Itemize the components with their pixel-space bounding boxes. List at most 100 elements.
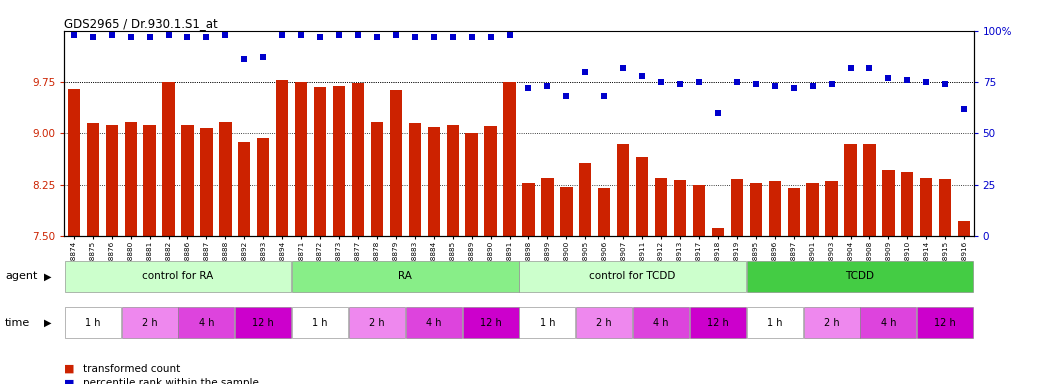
Bar <box>485 126 497 236</box>
Point <box>104 32 120 38</box>
Text: 2 h: 2 h <box>142 318 158 328</box>
Bar <box>292 307 348 338</box>
Text: GDS2965 / Dr.930.1.S1_at: GDS2965 / Dr.930.1.S1_at <box>64 17 218 30</box>
Bar <box>768 181 781 236</box>
Bar <box>200 128 213 236</box>
Point <box>729 79 745 85</box>
Bar <box>633 307 689 338</box>
Point <box>407 34 424 40</box>
Point <box>122 34 139 40</box>
Point <box>747 81 764 87</box>
Bar <box>598 188 610 236</box>
Point <box>880 75 897 81</box>
Bar <box>882 170 895 236</box>
Text: ▶: ▶ <box>44 271 51 281</box>
Point <box>483 34 499 40</box>
Text: time: time <box>5 318 30 328</box>
Bar <box>861 307 917 338</box>
Point <box>255 55 272 61</box>
Bar <box>463 307 519 338</box>
Text: RA: RA <box>399 271 412 281</box>
Bar <box>746 261 974 292</box>
Text: 12 h: 12 h <box>707 318 729 328</box>
Text: ■: ■ <box>64 378 75 384</box>
Text: 1 h: 1 h <box>540 318 555 328</box>
Point <box>444 34 461 40</box>
Bar <box>236 307 292 338</box>
Bar <box>106 125 118 236</box>
Bar <box>219 122 231 236</box>
Point <box>614 65 631 71</box>
Point <box>293 32 309 38</box>
Point <box>141 34 158 40</box>
Bar <box>446 124 459 236</box>
Point <box>520 85 537 91</box>
Bar <box>276 80 289 236</box>
Text: 1 h: 1 h <box>312 318 328 328</box>
Bar <box>674 180 686 236</box>
Point <box>463 34 480 40</box>
Bar <box>561 187 573 236</box>
Bar <box>86 123 99 236</box>
Bar <box>690 307 746 338</box>
Point <box>274 32 291 38</box>
Text: control for RA: control for RA <box>142 271 214 281</box>
Point <box>331 32 348 38</box>
Point <box>217 32 234 38</box>
Text: 2 h: 2 h <box>597 318 612 328</box>
Text: ▶: ▶ <box>44 318 51 328</box>
Text: agent: agent <box>5 271 37 281</box>
Point <box>501 32 518 38</box>
Point <box>862 65 878 71</box>
Bar <box>788 187 800 236</box>
Bar <box>389 90 402 236</box>
Text: 2 h: 2 h <box>370 318 385 328</box>
Bar <box>519 307 575 338</box>
Point <box>766 83 783 89</box>
Text: 4 h: 4 h <box>653 318 668 328</box>
Text: control for TCDD: control for TCDD <box>590 271 676 281</box>
Point <box>180 34 196 40</box>
Bar <box>162 82 174 236</box>
Bar <box>352 83 364 236</box>
Text: 4 h: 4 h <box>426 318 441 328</box>
Bar <box>64 307 120 338</box>
Text: transformed count: transformed count <box>83 364 181 374</box>
Point <box>577 69 594 75</box>
Point <box>596 93 612 99</box>
Point <box>634 73 651 79</box>
Point <box>918 79 934 85</box>
Text: 12 h: 12 h <box>480 318 501 328</box>
Bar <box>541 178 553 236</box>
Point <box>899 77 916 83</box>
Bar <box>958 221 971 236</box>
Bar <box>749 183 762 236</box>
Point <box>690 79 707 85</box>
Bar <box>655 178 667 236</box>
Bar <box>617 144 629 236</box>
Bar <box>731 179 743 236</box>
Point <box>311 34 328 40</box>
Bar <box>125 122 137 236</box>
Point <box>236 56 252 63</box>
Bar <box>121 307 177 338</box>
Bar <box>295 82 307 236</box>
Point <box>804 83 821 89</box>
Bar <box>712 228 725 236</box>
Bar <box>333 86 346 236</box>
Point <box>653 79 670 85</box>
Text: 1 h: 1 h <box>767 318 783 328</box>
Point <box>842 65 858 71</box>
Bar <box>64 261 292 292</box>
Text: 12 h: 12 h <box>934 318 956 328</box>
Bar <box>576 307 632 338</box>
Point <box>672 81 688 87</box>
Bar <box>503 82 516 236</box>
Bar <box>522 183 535 236</box>
Bar <box>371 122 383 236</box>
Text: TCDD: TCDD <box>846 271 874 281</box>
Bar <box>238 142 250 236</box>
Point <box>350 32 366 38</box>
Bar <box>406 307 462 338</box>
Bar <box>182 125 194 236</box>
